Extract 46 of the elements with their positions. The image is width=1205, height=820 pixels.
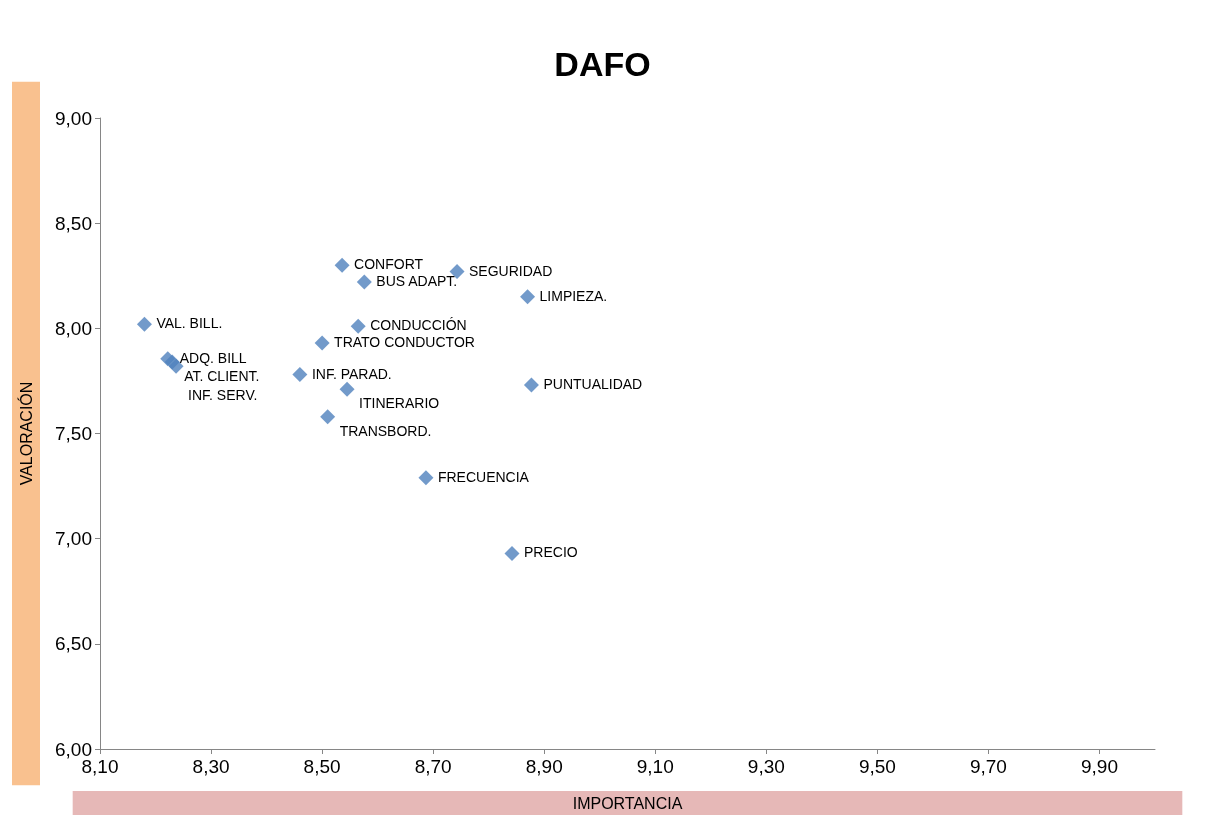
point [523,377,539,393]
annotation: INF. SERV. [188,387,258,404]
annotation: TRANSBORD. [339,422,432,439]
annotation: ITINERARIO [359,395,440,412]
point [314,335,330,351]
point [520,289,536,305]
y-tick-label: 7,50 [55,423,92,444]
point [504,545,520,561]
annotation: PRECIO [524,544,578,561]
x-tick-label: 8,50 [303,756,341,777]
point [350,318,366,334]
y-tick-label: 6,50 [55,633,92,655]
point [418,470,434,486]
x-tick-label: 9,70 [969,756,1007,777]
x-tick-label: 8,90 [525,756,563,777]
annotation: PUNTUALIDAD [543,376,643,393]
point [339,381,355,397]
x-axis-title: IMPORTANCIA [572,794,683,812]
annotation: SEGURIDAD [469,262,553,279]
y-tick-label: 9,00 [55,107,92,129]
point [320,409,336,425]
x-tick-label: 9,10 [636,756,674,777]
annotation: TRATO CONDUCTOR [334,334,475,351]
x-tick-label: 9,30 [747,756,785,777]
annotation: ADQ. BILL [179,349,247,366]
annotation: CONDUCCIÓN [370,317,467,334]
point [356,274,372,290]
x-tick-label: 9,50 [858,756,896,777]
y-axis-title: VALORACIÓN [16,381,35,486]
annotation: INF. PARAD. [311,365,392,382]
annotation: CONFORT [354,256,424,273]
point [292,367,308,383]
y-tick-label: 8,50 [55,212,92,234]
x-tick-label: 9,90 [1080,756,1118,777]
annotation: BUS ADAPT. [376,273,458,290]
x-tick-label: 8,70 [414,756,452,777]
x-tick-label: 8,30 [192,756,230,777]
y-tick-label: 8,00 [55,317,92,339]
annotation: LIMPIEZA. [539,287,608,304]
annotation: FRECUENCIA [437,468,530,485]
annotation: VAL. BILL. [156,315,223,332]
point [136,316,152,332]
y-tick-label: 7,00 [55,528,92,550]
point [334,257,350,273]
chart-title: DAFO [554,45,651,83]
annotation: AT. CLIENT. [184,367,260,384]
